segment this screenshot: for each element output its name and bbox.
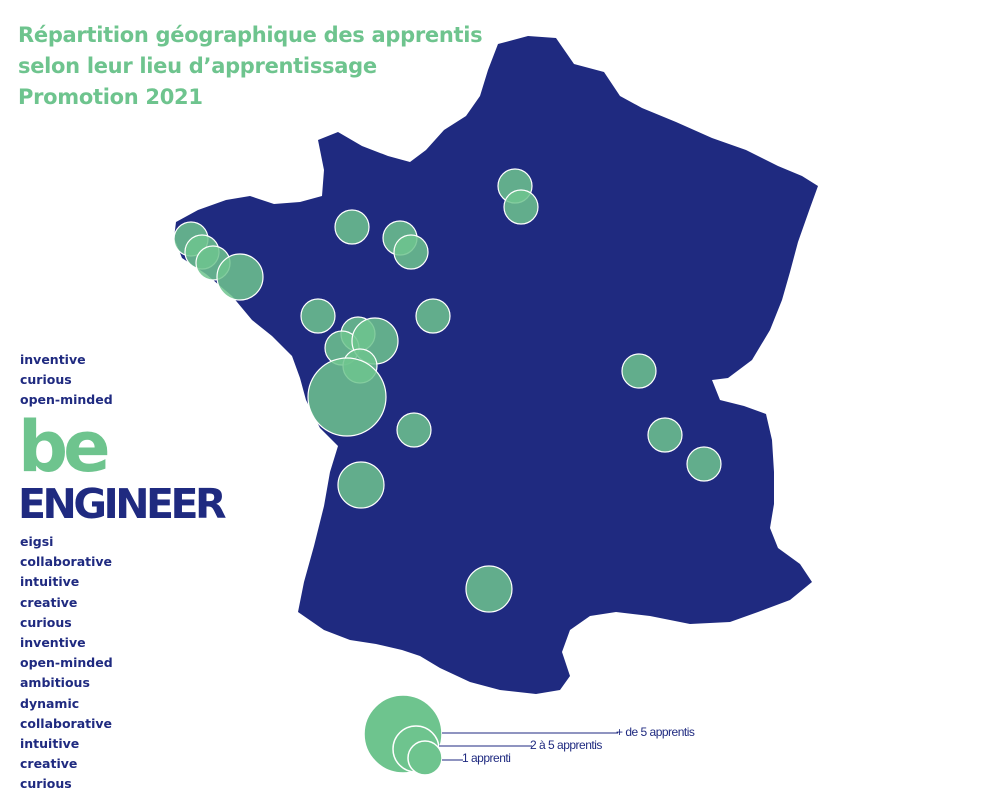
tagline-word: dynamic	[20, 695, 80, 711]
logo-engineer-text: ENGINEER	[18, 480, 227, 528]
tagline-words-top: inventive curious open-minded	[20, 350, 113, 411]
location-bubble-small	[503, 189, 539, 225]
france-outline	[174, 36, 818, 694]
tagline-word: curious	[20, 776, 72, 792]
tagline-word: inventive	[20, 635, 86, 651]
tagline-word: open-minded	[20, 655, 113, 671]
location-bubble-small	[334, 209, 370, 245]
location-bubble-small	[621, 353, 657, 389]
tagline-word: inventive	[20, 352, 86, 367]
tagline-word: curious	[20, 372, 72, 388]
title-line-1: Répartition géographique des apprentis	[18, 23, 483, 47]
legend-symbols	[363, 694, 618, 776]
location-bubble-medium	[465, 565, 513, 613]
tagline-word: intuitive	[20, 736, 80, 752]
location-bubble-small	[647, 417, 683, 453]
location-bubble-large	[307, 357, 387, 437]
location-bubble-small	[393, 234, 429, 270]
title-line-3: Promotion 2021	[18, 85, 203, 109]
location-bubble-small	[686, 446, 722, 482]
be-engineer-logo: be ENGINEER	[18, 406, 227, 528]
location-bubble-medium	[216, 253, 264, 301]
location-bubble-small	[396, 412, 432, 448]
legend-label-large: + de 5 apprentis	[616, 725, 695, 739]
tagline-word: eigsi	[20, 534, 54, 549]
legend-label-small: 1 apprenti	[462, 751, 511, 765]
tagline-word: open-minded	[20, 392, 113, 408]
legend-bubble-small	[407, 740, 443, 776]
location-bubble-small	[300, 298, 336, 334]
tagline-word: collaborative	[20, 715, 113, 731]
location-bubble-medium	[337, 461, 385, 509]
title-line-2: selon leur lieu d’apprentissage	[18, 54, 377, 78]
tagline-words-bottom: eigsi collaborative intuitive creative c…	[20, 532, 113, 795]
tagline-word: creative	[20, 756, 78, 772]
legend-label-medium: 2 à 5 apprentis	[530, 738, 602, 752]
tagline-word: collaborative	[20, 554, 113, 570]
tagline-word: curious	[20, 614, 72, 630]
location-bubble-small	[415, 298, 451, 334]
tagline-word: intuitive	[20, 574, 80, 590]
tagline-word: ambitious	[20, 675, 90, 691]
map-title: Répartition géographique des apprentis s…	[18, 20, 483, 113]
logo-be-text: be	[18, 406, 111, 488]
tagline-word: creative	[20, 594, 78, 610]
